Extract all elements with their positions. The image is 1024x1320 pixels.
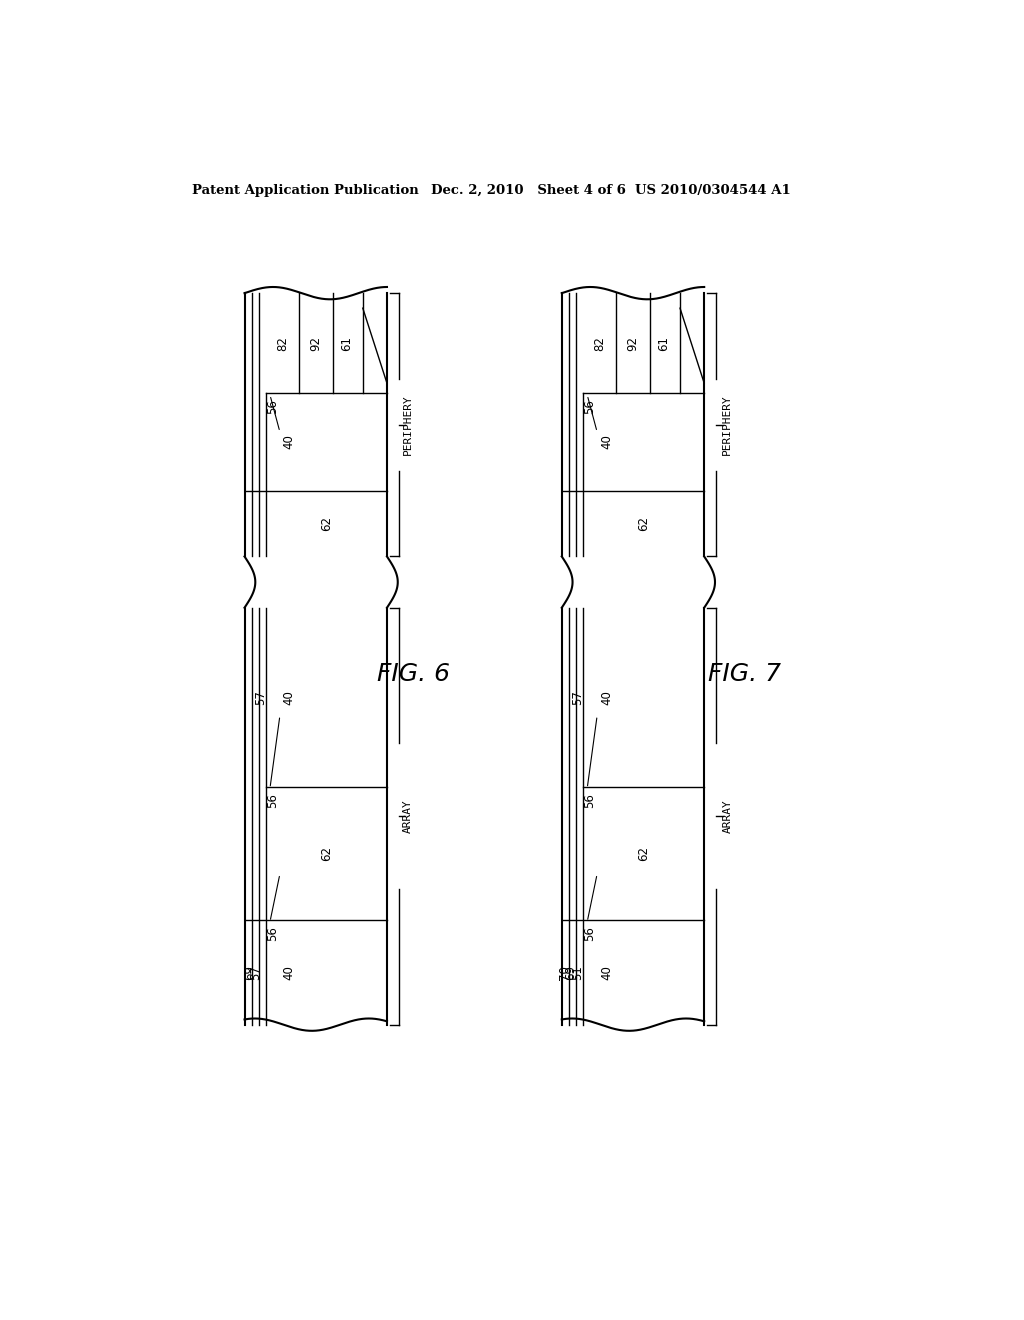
Text: 56: 56 bbox=[583, 793, 596, 808]
Text: Dec. 2, 2010   Sheet 4 of 6: Dec. 2, 2010 Sheet 4 of 6 bbox=[431, 185, 626, 197]
Text: 51: 51 bbox=[571, 965, 585, 979]
Text: 69: 69 bbox=[564, 965, 578, 979]
Text: ARRAY: ARRAY bbox=[402, 800, 413, 833]
Text: 62: 62 bbox=[637, 846, 650, 861]
Text: 61: 61 bbox=[656, 335, 670, 351]
Text: 57: 57 bbox=[249, 965, 262, 979]
Text: 82: 82 bbox=[593, 335, 606, 351]
Text: FIG. 6: FIG. 6 bbox=[377, 663, 450, 686]
Text: 82: 82 bbox=[275, 335, 289, 351]
Text: Patent Application Publication: Patent Application Publication bbox=[193, 185, 419, 197]
Text: 62: 62 bbox=[321, 516, 333, 531]
Text: 56: 56 bbox=[583, 400, 596, 414]
Text: 40: 40 bbox=[600, 690, 613, 705]
Text: 57: 57 bbox=[571, 690, 585, 705]
Text: 40: 40 bbox=[283, 434, 296, 449]
Text: 56: 56 bbox=[266, 927, 279, 941]
Text: 57: 57 bbox=[254, 690, 267, 705]
Text: ARRAY: ARRAY bbox=[722, 800, 732, 833]
Text: 62: 62 bbox=[637, 516, 650, 531]
Text: 40: 40 bbox=[600, 965, 613, 979]
Text: 40: 40 bbox=[600, 434, 613, 449]
Text: US 2010/0304544 A1: US 2010/0304544 A1 bbox=[635, 185, 791, 197]
Text: 92: 92 bbox=[309, 335, 323, 351]
Text: PERIPHERY: PERIPHERY bbox=[402, 395, 413, 455]
Text: 70: 70 bbox=[558, 965, 571, 979]
Text: FIG. 7: FIG. 7 bbox=[708, 663, 781, 686]
Text: PERIPHERY: PERIPHERY bbox=[722, 395, 732, 455]
Text: 56: 56 bbox=[583, 927, 596, 941]
Text: 40: 40 bbox=[283, 690, 296, 705]
Text: 69: 69 bbox=[243, 965, 256, 979]
Text: 92: 92 bbox=[627, 335, 639, 351]
Text: 40: 40 bbox=[283, 965, 296, 979]
Text: 62: 62 bbox=[321, 846, 333, 861]
Text: 56: 56 bbox=[266, 793, 279, 808]
Text: 61: 61 bbox=[340, 335, 352, 351]
Text: 56: 56 bbox=[266, 400, 279, 414]
